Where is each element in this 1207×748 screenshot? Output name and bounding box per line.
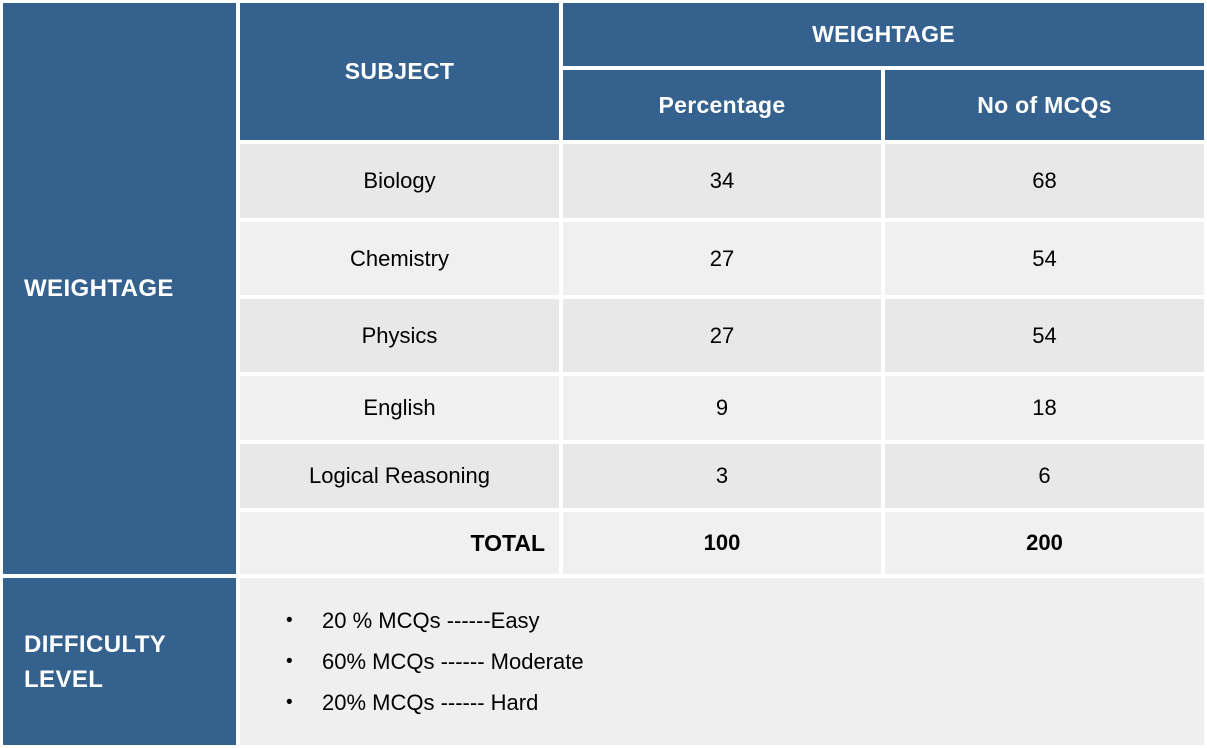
subject-column-header: SUBJECT — [240, 3, 559, 140]
total-label: TOTAL — [240, 512, 559, 574]
weightage-row-header: WEIGHTAGE — [3, 3, 236, 574]
difficulty-bullet-item: • 60% MCQs ------ Moderate — [286, 649, 584, 675]
mcqs-cell: 54 — [885, 299, 1204, 372]
difficulty-row-header: DIFFICULTY LEVEL — [3, 578, 236, 745]
subject-cell: Chemistry — [240, 222, 559, 295]
subject-cell: Biology — [240, 144, 559, 218]
subject-cell: Logical Reasoning — [240, 444, 559, 508]
difficulty-content: • 20 % MCQs ------Easy • 60% MCQs ------… — [240, 578, 1204, 745]
difficulty-header-line1: DIFFICULTY — [24, 630, 167, 658]
percentage-cell: 27 — [563, 299, 881, 372]
difficulty-bullet-item: • 20 % MCQs ------Easy — [286, 608, 540, 634]
bullet-text: 20% MCQs ------ Hard — [322, 689, 539, 715]
difficulty-header-line2: LEVEL — [24, 665, 104, 693]
mcqs-cell: 68 — [885, 144, 1204, 218]
total-mcqs: 200 — [885, 512, 1204, 574]
subject-cell: Physics — [240, 299, 559, 372]
percentage-cell: 27 — [563, 222, 881, 295]
bullet-icon: • — [286, 650, 293, 672]
percentage-cell: 34 — [563, 144, 881, 218]
subject-cell: English — [240, 376, 559, 440]
percentage-column-header: Percentage — [563, 70, 881, 140]
bullet-text: 60% MCQs ------ Moderate — [322, 648, 584, 674]
percentage-cell: 3 — [563, 444, 881, 508]
mcqs-cell: 18 — [885, 376, 1204, 440]
total-percentage: 100 — [563, 512, 881, 574]
bullet-icon: • — [286, 609, 293, 631]
bullet-icon: • — [286, 691, 293, 713]
mcqs-cell: 54 — [885, 222, 1204, 295]
bullet-text: 20 % MCQs ------Easy — [322, 607, 540, 633]
mcqs-column-header: No of MCQs — [885, 70, 1204, 140]
percentage-cell: 9 — [563, 376, 881, 440]
mcqs-cell: 6 — [885, 444, 1204, 508]
difficulty-bullet-item: • 20% MCQs ------ Hard — [286, 690, 538, 716]
weightage-group-header: WEIGHTAGE — [563, 3, 1204, 66]
